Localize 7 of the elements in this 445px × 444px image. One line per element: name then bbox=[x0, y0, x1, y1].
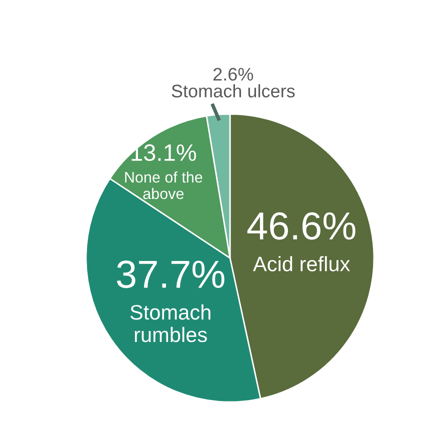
slice-label: Acid reflux bbox=[253, 256, 350, 272]
data-label: 46.6% bbox=[247, 212, 356, 240]
data-label: 37.7% bbox=[116, 260, 224, 288]
data-label: 2.6% bbox=[213, 68, 254, 81]
slice-label: None of the above bbox=[125, 171, 202, 200]
slice-label: Stomach ulcers bbox=[172, 84, 295, 98]
slice-label: Stomach rumbles bbox=[130, 304, 210, 342]
